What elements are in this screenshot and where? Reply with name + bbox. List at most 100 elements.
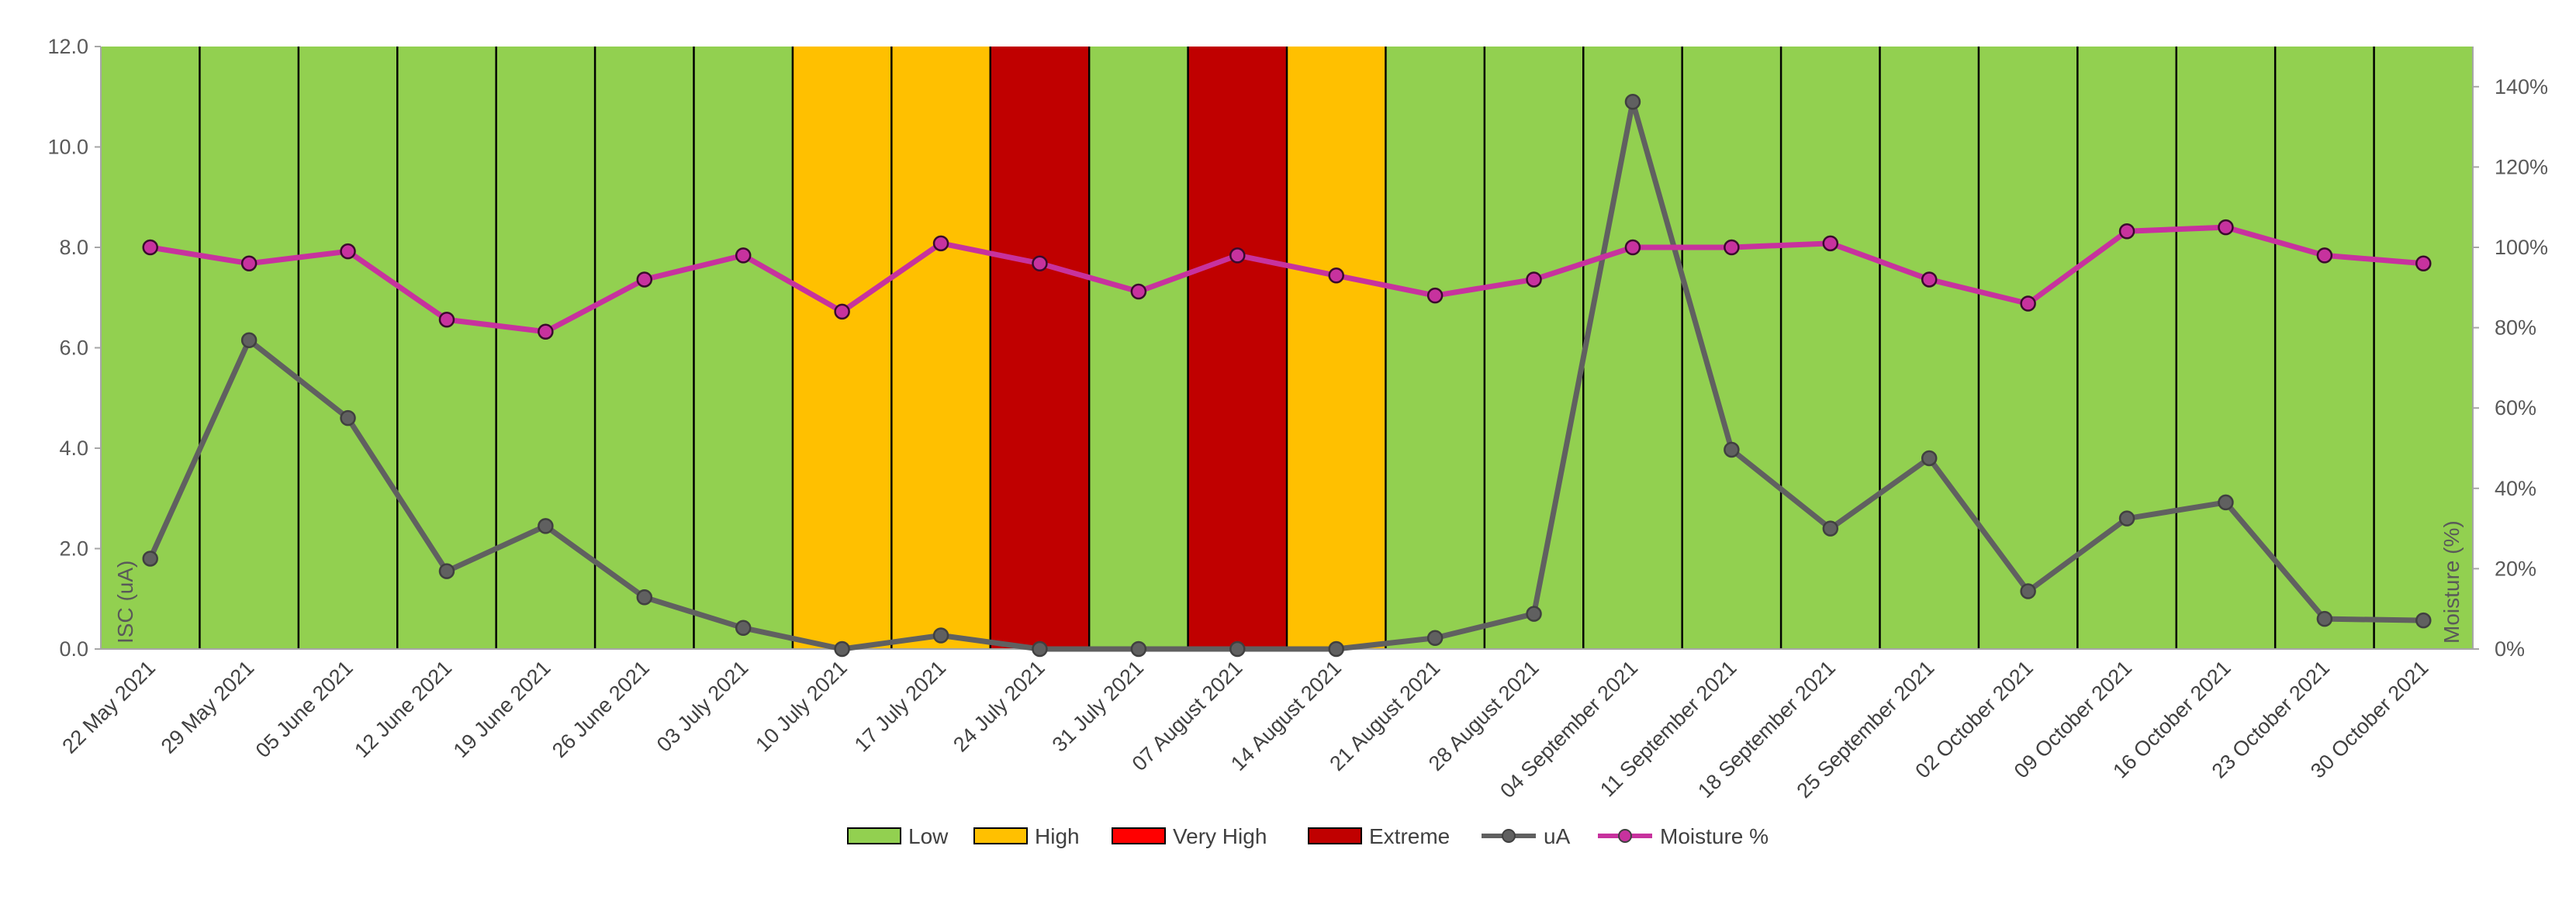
risk-band-low [595, 47, 694, 649]
risk-band-low [2275, 47, 2374, 649]
data-point-ua [1822, 520, 1839, 537]
data-point-ua [2020, 583, 2036, 599]
data-point-moisture [636, 271, 653, 288]
left-tick-label: 6.0 [59, 337, 88, 360]
left-tick-label: 0.0 [59, 637, 88, 661]
data-point-moisture [340, 243, 356, 260]
legend-label: Moisture % [1660, 824, 1769, 848]
data-point-moisture [1130, 283, 1147, 300]
right-tick-label: 140% [2495, 75, 2548, 98]
data-point-moisture [1724, 239, 1740, 256]
risk-band-high [891, 47, 991, 649]
legend-marker [1502, 829, 1516, 843]
risk-band-low [101, 47, 200, 649]
data-point-moisture [2118, 223, 2135, 240]
right-tick-label: 60% [2495, 396, 2536, 419]
right-axis-title: Moisture (%) [2439, 520, 2464, 644]
data-point-moisture [1921, 271, 1938, 288]
data-point-ua [240, 332, 258, 349]
data-point-ua [1724, 441, 1740, 458]
data-point-moisture [1526, 271, 1542, 288]
data-point-moisture [932, 235, 949, 252]
legend: Low High Very High Extreme uA Moisture % [847, 824, 1769, 848]
risk-band-low [1089, 47, 1188, 649]
series-lines [147, 98, 2424, 652]
risk-band-low [1682, 47, 1782, 649]
legend-label: Very High [1173, 824, 1267, 848]
risk-band-low [1484, 47, 1584, 649]
data-point-moisture [240, 255, 258, 271]
data-point-ua [1328, 640, 1344, 658]
data-point-ua [1624, 93, 1641, 110]
risk-band-low [693, 47, 793, 649]
data-point-moisture [2415, 255, 2432, 271]
data-point-ua [2316, 610, 2333, 627]
data-point-moisture [834, 303, 850, 320]
data-point-ua [1229, 640, 1246, 658]
series-points [142, 93, 2432, 658]
legend-label: High [1035, 824, 1080, 848]
data-point-ua [1130, 640, 1147, 658]
data-point-ua [538, 518, 554, 534]
series-line-moisture [150, 224, 2424, 335]
legend-swatch-very-high [1112, 827, 1166, 844]
data-point-moisture [2316, 247, 2333, 264]
legend-swatch-high [973, 827, 1028, 844]
data-point-ua [2218, 494, 2234, 511]
risk-band-low [2374, 47, 2473, 649]
risk-band-extreme [990, 47, 1090, 649]
legend-label: Extreme [1369, 824, 1450, 848]
week-dividers [100, 47, 2474, 650]
legend-swatch-extreme [1308, 827, 1362, 844]
risk-band-high [1287, 47, 1386, 649]
risk-band-low [496, 47, 596, 649]
data-point-ua [438, 563, 455, 579]
right-tick-label: 40% [2495, 477, 2536, 500]
legend-label: uA [1544, 824, 1571, 848]
data-point-moisture [1032, 255, 1048, 271]
data-point-ua [834, 640, 850, 658]
data-point-moisture [438, 311, 455, 328]
data-point-ua [2118, 510, 2135, 527]
left-tick-label: 2.0 [59, 537, 88, 561]
data-point-moisture [1229, 247, 1246, 264]
risk-band-low [1879, 47, 1979, 649]
right-tick-label: 100% [2495, 236, 2548, 259]
risk-band-low [2176, 47, 2276, 649]
legend-swatch-low [847, 827, 901, 844]
right-tick-label: 80% [2495, 316, 2536, 340]
data-point-moisture [735, 247, 752, 264]
data-point-ua [735, 620, 752, 637]
data-point-ua [932, 627, 949, 644]
left-axis-title: ISC (uA) [113, 561, 137, 644]
data-point-ua [142, 551, 158, 567]
risk-bands [101, 47, 2473, 649]
left-tick-label: 8.0 [59, 236, 88, 259]
right-tick-label: 20% [2495, 557, 2536, 580]
data-point-moisture [142, 239, 158, 256]
risk-band-low [2077, 47, 2177, 649]
right-axis-ticks: 0% 20% 40% 60% 80% 100% 120% 140% [2473, 75, 2548, 661]
data-point-ua [2415, 612, 2432, 629]
data-point-moisture [538, 323, 554, 340]
data-point-moisture [1426, 287, 1444, 304]
risk-band-low [397, 47, 496, 649]
left-tick-label: 10.0 [47, 136, 88, 159]
left-tick-label: 12.0 [47, 35, 88, 58]
data-point-moisture [1624, 239, 1641, 256]
risk-band-high [792, 47, 892, 649]
data-point-ua [1526, 606, 1542, 622]
data-point-ua [1032, 640, 1048, 658]
risk-band-low [1583, 47, 1682, 649]
risk-band-low [1781, 47, 1880, 649]
risk-band-extreme [1188, 47, 1287, 649]
left-tick-label: 4.0 [59, 437, 88, 460]
risk-band-low [1385, 47, 1485, 649]
legend-marker [1618, 829, 1632, 843]
series-line-ua [147, 98, 2424, 652]
right-tick-label: 120% [2495, 155, 2548, 178]
data-point-ua [1426, 630, 1444, 647]
risk-band-low [1978, 47, 2078, 649]
right-tick-label: 0% [2495, 637, 2525, 661]
